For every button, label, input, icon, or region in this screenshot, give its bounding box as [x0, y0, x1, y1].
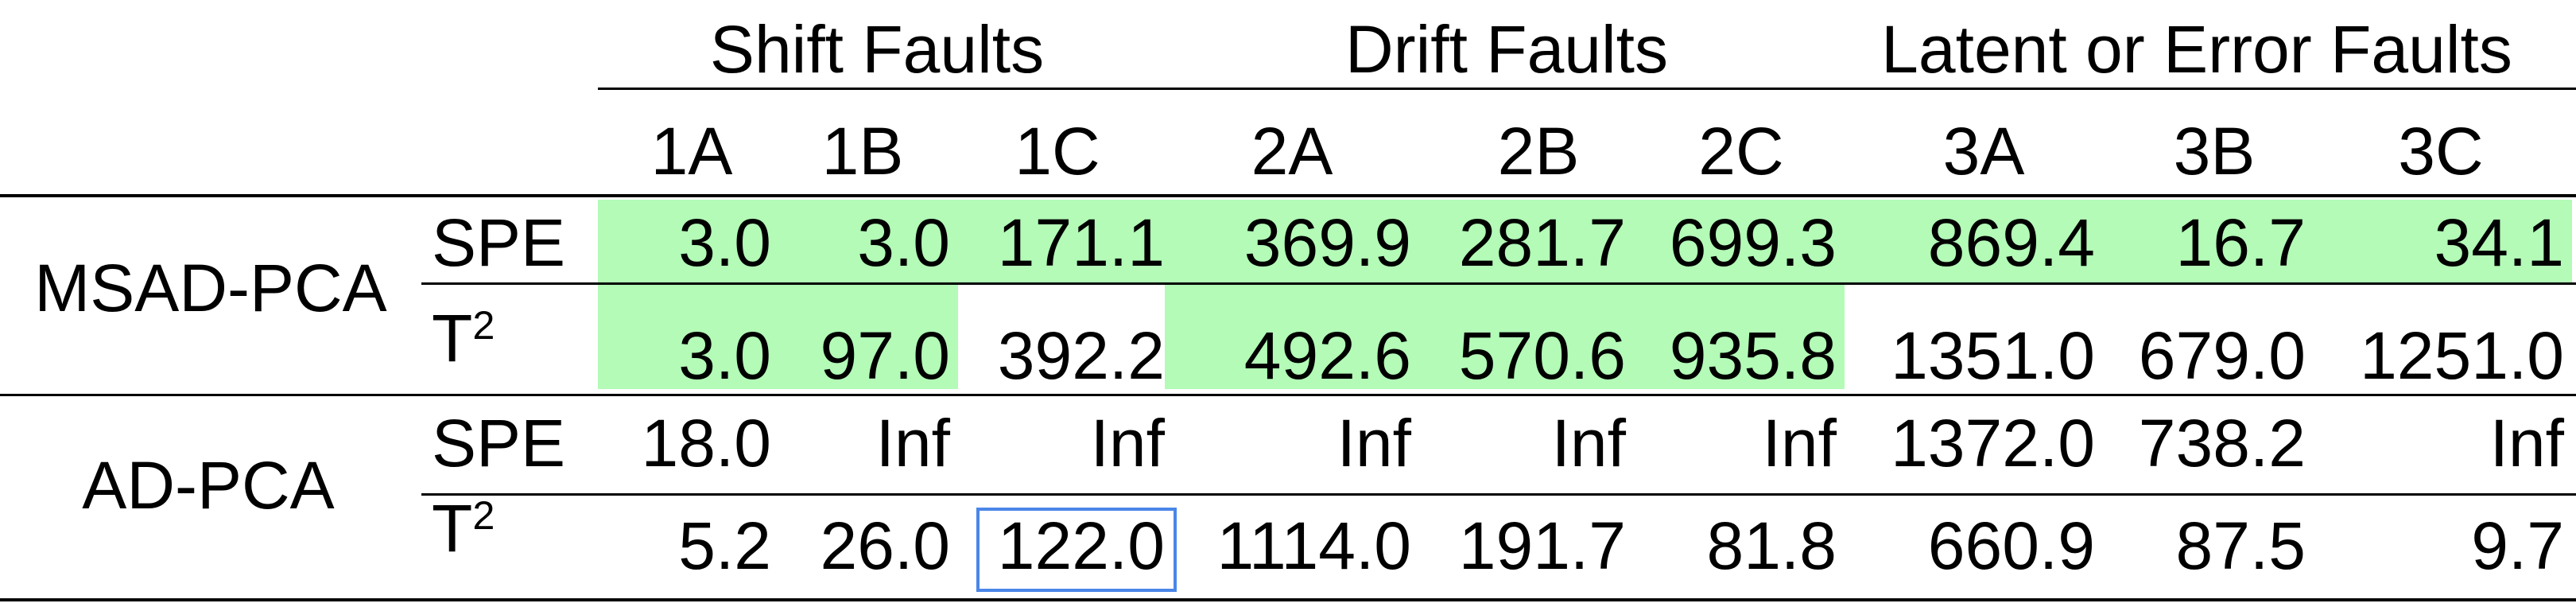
- fault-id-header: 1C: [1014, 114, 1100, 189]
- table-cell: Inf: [1090, 406, 1165, 481]
- table-cell: 660.9: [1927, 508, 2095, 583]
- table-cell: Inf: [875, 406, 950, 481]
- table-cell: Inf: [2489, 406, 2564, 481]
- table-cell: 869.4: [1927, 205, 2095, 280]
- table-cell: 122.0: [997, 508, 1165, 583]
- header-bottom-rule: [0, 194, 2576, 197]
- method-label: MSAD-PCA: [34, 251, 387, 325]
- table-cell: 34.1: [2434, 205, 2565, 280]
- stat-label: SPE: [432, 410, 565, 477]
- table-cell: 171.1: [997, 205, 1165, 280]
- table-bottom-rule: [0, 598, 2576, 601]
- table-cell: 191.7: [1458, 508, 1626, 583]
- highlight-band: [1165, 285, 1845, 389]
- fault-id-header: 2A: [1251, 114, 1333, 189]
- row-divider: [421, 282, 2576, 285]
- table-cell: 738.2: [2138, 406, 2306, 481]
- group-header: Latent or Error Faults: [1881, 12, 2512, 87]
- stat-label-base: T: [432, 491, 473, 566]
- table-cell: 3.0: [678, 318, 771, 393]
- table-cell: 5.2: [678, 508, 771, 583]
- table-cell: 9.7: [2471, 508, 2564, 583]
- table-cell: 281.7: [1458, 205, 1626, 280]
- highlight-band: [598, 200, 2572, 284]
- stat-label-superscript: 2: [472, 492, 495, 539]
- table-cell: Inf: [1762, 406, 1837, 481]
- table-cell: 1251.0: [2360, 318, 2564, 393]
- table-cell: Inf: [1551, 406, 1626, 481]
- fault-id-header: 1B: [821, 114, 904, 189]
- stat-label: T2: [432, 305, 495, 372]
- table-cell: 1114.0: [1216, 508, 1411, 583]
- table-cell: 16.7: [2175, 205, 2306, 280]
- table-cell: 3.0: [857, 205, 950, 280]
- table-cell: 1372.0: [1891, 406, 2095, 481]
- fault-id-header: 3B: [2173, 114, 2256, 189]
- fault-id-header: 2C: [1698, 114, 1784, 189]
- method-label: AD-PCA: [82, 448, 335, 523]
- stat-label-base: T: [432, 301, 473, 376]
- table-cell: 26.0: [820, 508, 951, 583]
- highlight-band: [598, 285, 958, 389]
- row-divider: [421, 493, 2576, 496]
- table-cell: 97.0: [820, 318, 951, 393]
- group-header: Shift Faults: [709, 12, 1045, 87]
- method-divider: [0, 394, 2576, 396]
- group-header: Drift Faults: [1344, 12, 1669, 87]
- table-cell: 369.9: [1243, 205, 1411, 280]
- table-cell: 570.6: [1458, 318, 1626, 393]
- table-cell: 87.5: [2175, 508, 2306, 583]
- stat-label: SPE: [432, 209, 565, 276]
- fault-id-header: 3A: [1942, 114, 2025, 189]
- table-cell: 492.6: [1243, 318, 1411, 393]
- stat-label-superscript: 2: [472, 302, 495, 348]
- table-cell: 3.0: [678, 205, 771, 280]
- table-cell: Inf: [1336, 406, 1411, 481]
- stat-label-base: SPE: [432, 205, 566, 280]
- fault-id-header: 2B: [1497, 114, 1580, 189]
- group-header-rule: [598, 88, 2576, 90]
- table-cell: 935.8: [1669, 318, 1837, 393]
- table-cell: 18.0: [641, 406, 772, 481]
- table-cell: 699.3: [1669, 205, 1837, 280]
- fault-id-header: 3C: [2398, 114, 2484, 189]
- table-cell: 392.2: [997, 318, 1165, 393]
- fault-id-header: 1A: [650, 114, 733, 189]
- stat-label: T2: [432, 495, 495, 562]
- selected-cell-outline[interactable]: [976, 508, 1177, 592]
- table-cell: 679.0: [2138, 318, 2306, 393]
- table-cell: 81.8: [1706, 508, 1837, 583]
- stat-label-base: SPE: [432, 406, 566, 481]
- table-cell: 1351.0: [1891, 318, 2095, 393]
